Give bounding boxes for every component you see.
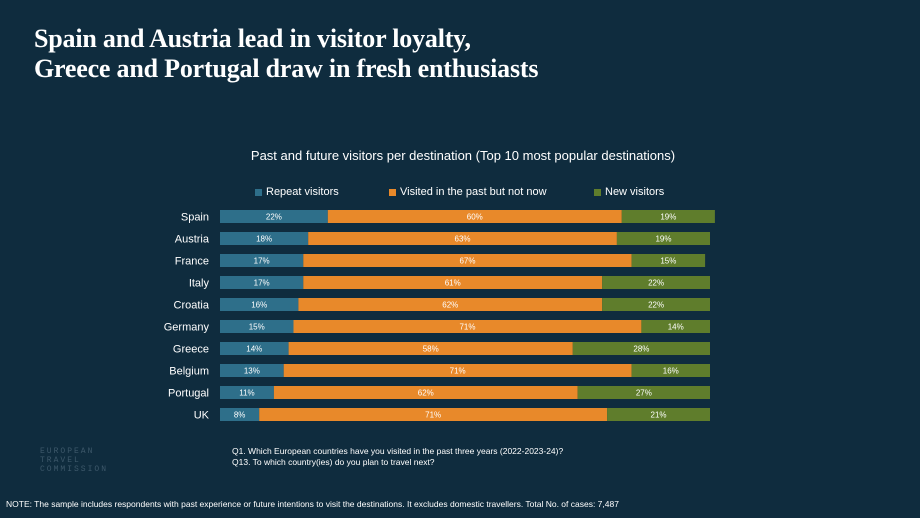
data-label: 58% [423, 345, 439, 354]
data-label: 71% [459, 323, 475, 332]
category-label: UK [194, 410, 210, 422]
bar-segment-2 [616, 232, 710, 245]
legend-item-1: Visited in the past but not now [389, 186, 547, 198]
data-label: 22% [266, 213, 282, 222]
category-label: France [175, 256, 209, 268]
footnote: NOTE: The sample includes respondents wi… [6, 499, 619, 509]
data-label: 17% [254, 279, 270, 288]
logo-line-2: TRAVEL [40, 456, 81, 465]
data-label: 16% [663, 367, 679, 376]
data-label: 19% [660, 213, 676, 222]
bar-segment-0 [220, 386, 274, 399]
bar-segment-2 [602, 298, 710, 311]
data-label: 21% [651, 411, 667, 420]
data-label: 19% [655, 235, 671, 244]
legend-swatch-2 [594, 188, 601, 196]
chart-legend: Repeat visitors Visited in the past but n… [0, 186, 920, 200]
bar-segment-2 [631, 254, 706, 267]
etc-logo: EUROPEAN TRAVEL COMMISSION [40, 447, 108, 474]
category-label: Italy [189, 278, 210, 290]
legend-swatch-0 [255, 188, 262, 196]
category-label: Portugal [168, 388, 209, 400]
data-label: 17% [254, 257, 270, 266]
bar-segment-1 [298, 298, 603, 311]
data-label: 62% [442, 301, 458, 310]
data-label: 71% [425, 411, 441, 420]
chart-title: Past and future visitors per destination… [250, 148, 676, 163]
category-label: Greece [173, 344, 209, 356]
legend-item-0: Repeat visitors [255, 186, 339, 198]
page-title: Spain and Austria lead in visitor loyalt… [34, 24, 538, 84]
data-label: 8% [234, 411, 246, 420]
question-q13: Q13. To which country(ies) do you plan t… [232, 457, 435, 467]
category-label: Germany [164, 322, 210, 334]
bar-segment-0 [220, 298, 299, 311]
legend-item-2: New visitors [594, 186, 664, 198]
logo-line-1: EUROPEAN [40, 447, 95, 456]
bar-segment-1 [273, 386, 578, 399]
legend-label-2: New visitors [605, 186, 665, 198]
bar-segment-1 [288, 342, 573, 355]
data-label: 67% [459, 257, 475, 266]
data-label: 14% [246, 345, 262, 354]
bar-segment-1 [259, 408, 608, 421]
logo-line-3: COMMISSION [40, 465, 109, 474]
data-label: 18% [256, 235, 272, 244]
bar-segment-0 [220, 254, 304, 267]
bar-segment-0 [220, 232, 309, 245]
bar-segment-1 [303, 254, 632, 267]
data-label: 22% [648, 279, 664, 288]
data-label: 13% [244, 367, 260, 376]
data-label: 61% [445, 279, 461, 288]
legend-label-1: Visited in the past but not now [400, 186, 547, 198]
data-label: 62% [418, 389, 434, 398]
bar-segment-0 [220, 276, 304, 289]
legend-swatch-1 [389, 188, 396, 196]
data-label: 15% [660, 257, 676, 266]
bar-segment-2 [577, 386, 710, 399]
bar-segment-1 [327, 210, 622, 223]
legend-label-0: Repeat visitors [266, 186, 339, 198]
data-label: 22% [648, 301, 664, 310]
data-label: 71% [450, 367, 466, 376]
category-label: Croatia [174, 300, 210, 312]
bar-segment-0 [220, 342, 289, 355]
data-label: 60% [467, 213, 483, 222]
bar-segment-1 [283, 364, 632, 377]
bar-segment-0 [220, 408, 260, 421]
data-label: 16% [251, 301, 267, 310]
bar-segment-1 [303, 276, 603, 289]
bar-segment-2 [641, 320, 710, 333]
data-label: 27% [636, 389, 652, 398]
data-label: 63% [455, 235, 471, 244]
data-label: 11% [239, 389, 254, 398]
bar-segment-2 [621, 210, 715, 223]
category-label: Spain [181, 212, 209, 224]
title-line-2: Greece and Portugal draw in fresh enthus… [34, 54, 539, 83]
title-line-1: Spain and Austria lead in visitor loyalt… [34, 24, 471, 53]
data-label: 28% [633, 345, 649, 354]
bar-segment-2 [631, 364, 710, 377]
bar-segment-1 [308, 232, 617, 245]
bar-segment-2 [602, 276, 710, 289]
bar-segment-0 [220, 320, 294, 333]
survey-questions: Q1. Which European countries have you vi… [232, 446, 563, 468]
bar-segment-0 [220, 210, 328, 223]
data-label: 14% [668, 323, 684, 332]
bar-segment-1 [293, 320, 642, 333]
bar-segment-0 [220, 364, 284, 377]
question-q1: Q1. Which European countries have you vi… [232, 446, 564, 456]
bar-segment-2 [607, 408, 710, 421]
category-label: Belgium [169, 366, 209, 378]
data-label: 15% [249, 323, 265, 332]
category-label: Austria [175, 234, 210, 246]
bar-segment-2 [572, 342, 710, 355]
